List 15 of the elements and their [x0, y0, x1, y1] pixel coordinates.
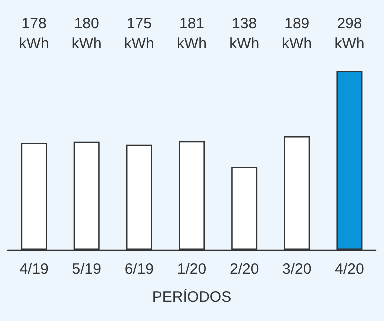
x-axis-title: PERÍODOS — [152, 288, 232, 306]
data-label: 298 kWh — [334, 16, 365, 52]
data-label: 181 kWh — [177, 16, 207, 52]
data-label: 180 kWh — [72, 16, 102, 52]
x-tick-label: 2/20 — [230, 261, 260, 278]
x-tick-label: 1/20 — [177, 261, 207, 278]
x-tick-label: 4/19 — [20, 261, 49, 278]
data-label: 138 kWh — [230, 16, 260, 52]
x-tick-label: 3/20 — [282, 261, 312, 278]
x-tick-label: 6/19 — [124, 261, 154, 278]
x-tick-label: 4/20 — [335, 261, 364, 278]
data-label: 175 kWh — [124, 16, 154, 52]
data-label: 189 kWh — [282, 16, 312, 52]
x-tick-label: 5/19 — [72, 261, 102, 278]
data-label: 178 kWh — [19, 16, 50, 52]
